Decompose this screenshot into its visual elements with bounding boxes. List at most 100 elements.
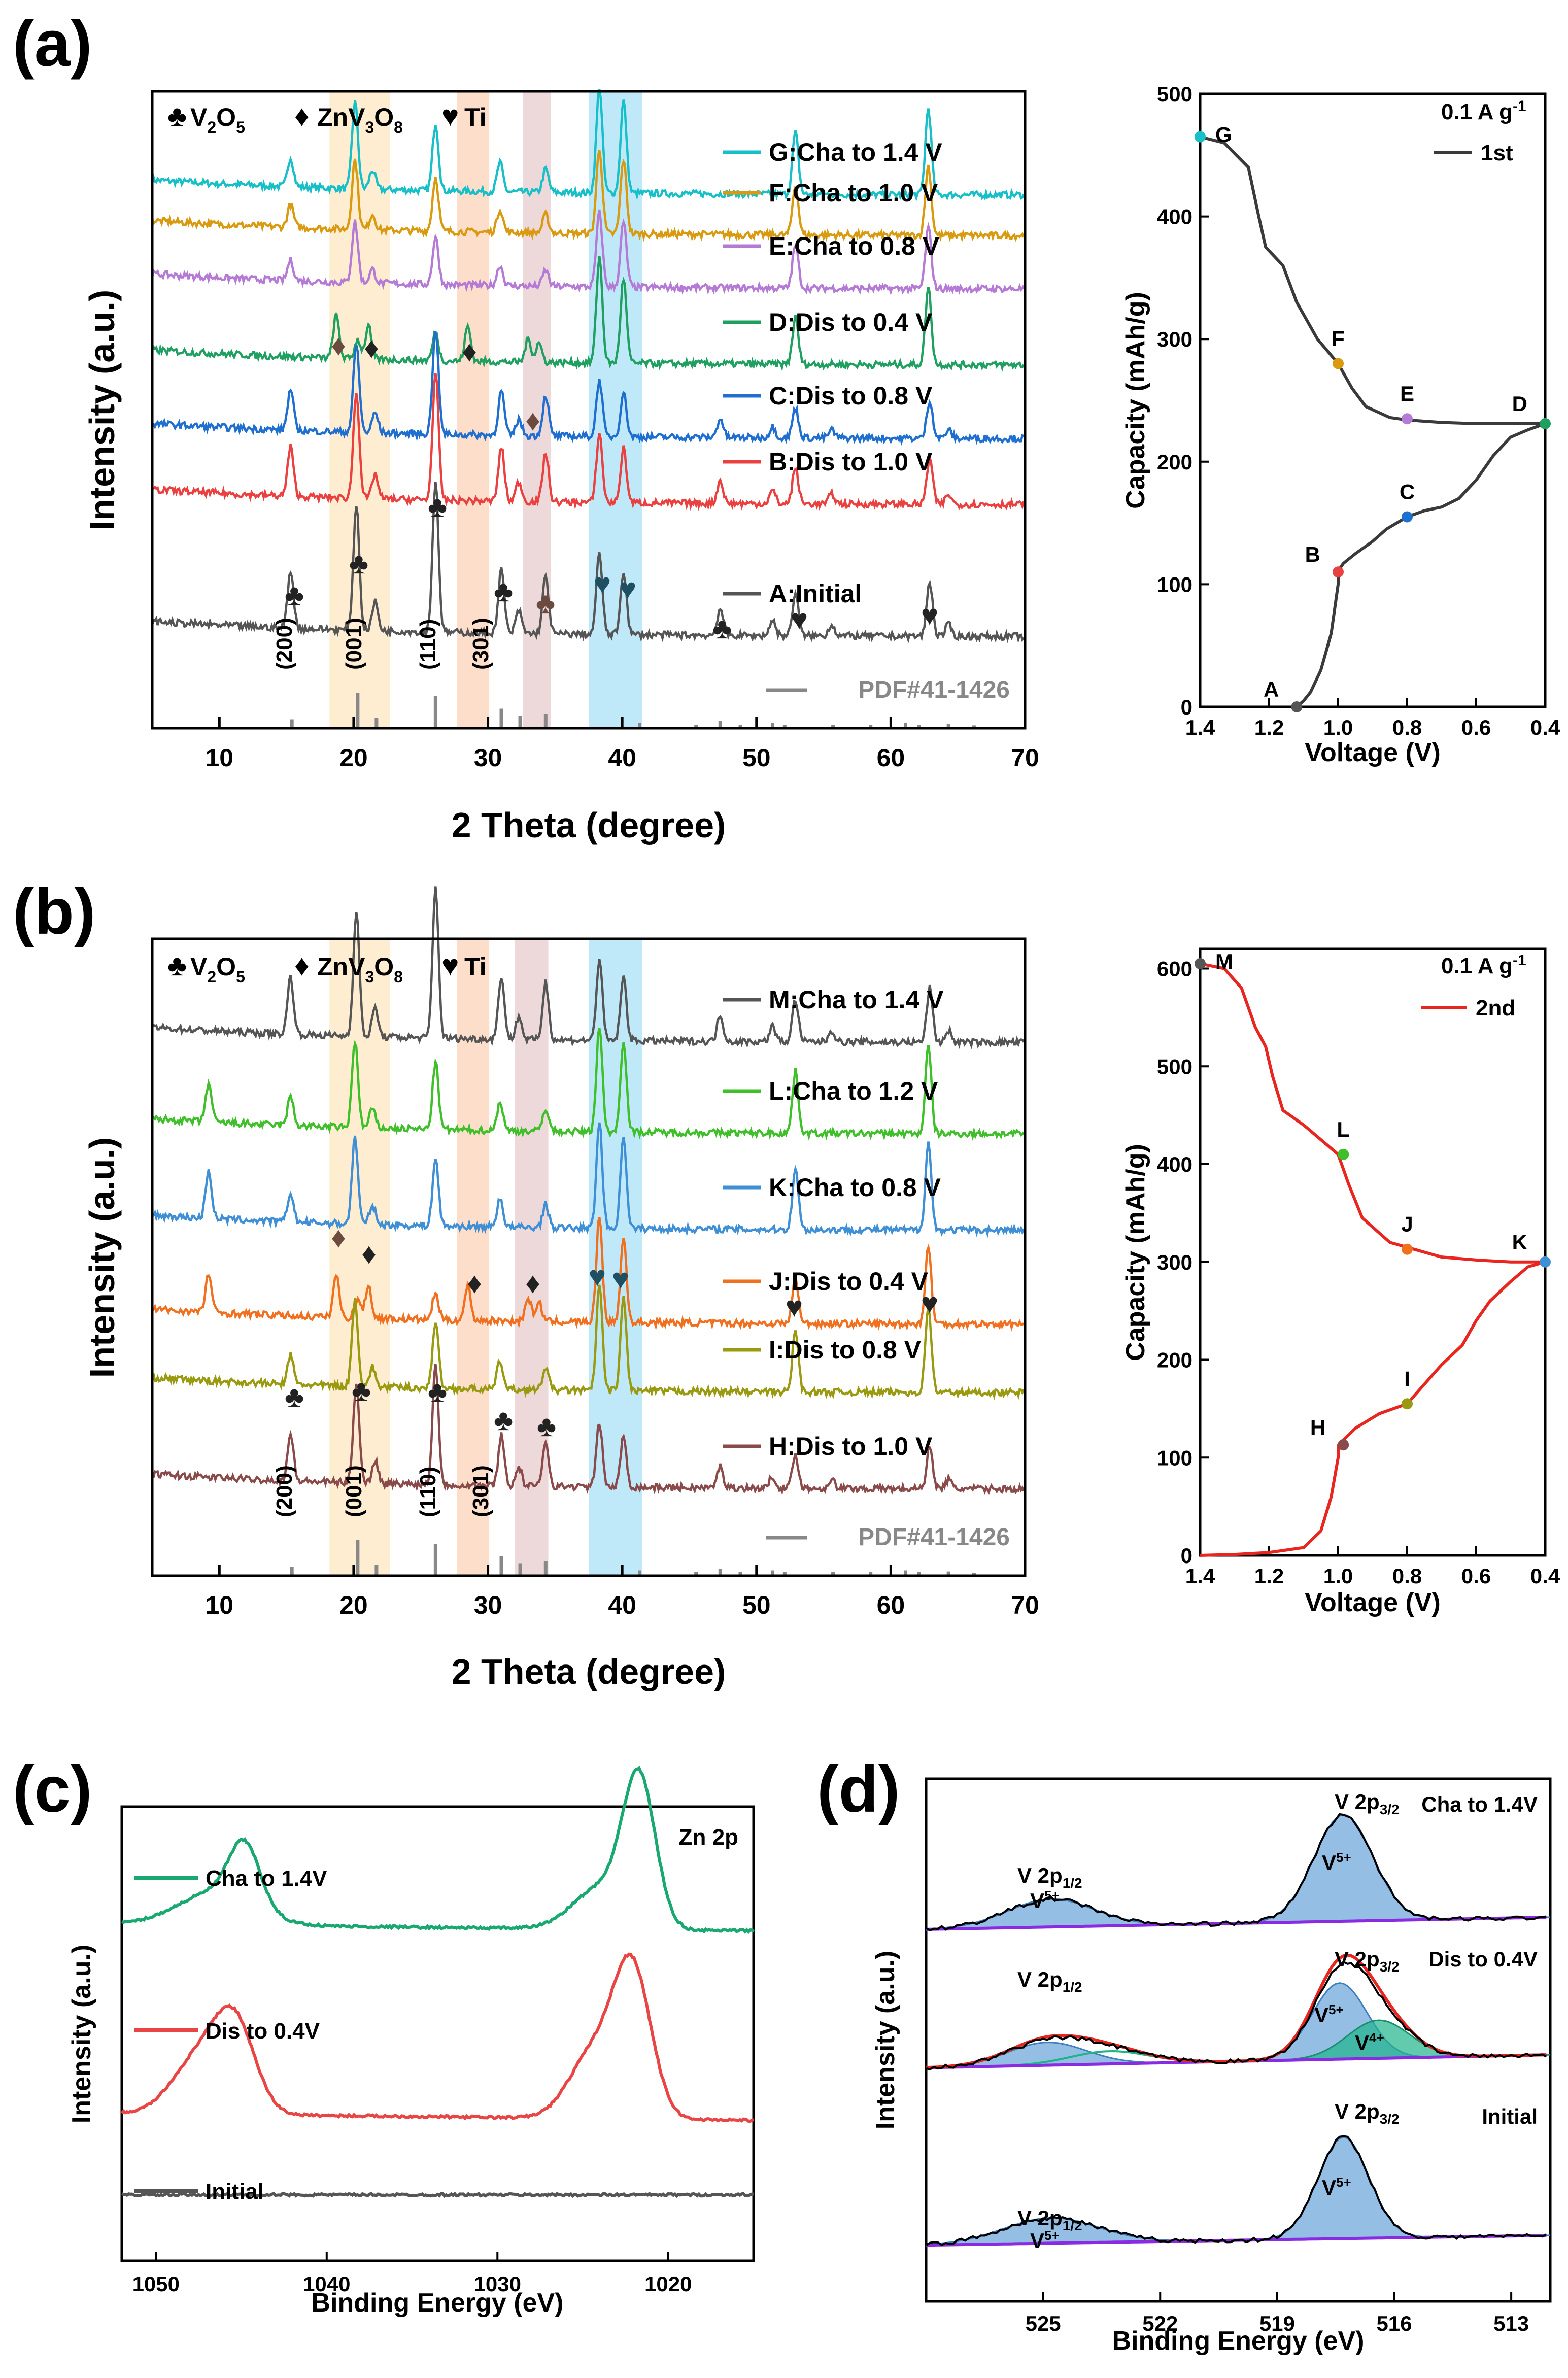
highlight-band [589,91,642,728]
state-point-label: H [1310,1415,1325,1439]
x-tick-label: 1040 [303,2272,350,2296]
plane-301-b: (301) [468,1465,493,1517]
y-tick-label: 300 [1157,1250,1192,1274]
y-tick-label: 100 [1157,1446,1192,1470]
spectrum-label-dis: Dis to 0.4V [1428,1947,1538,1971]
state-points-b: M L J K I H [1195,949,1551,1451]
xps-series-line [120,1952,754,2123]
legend-label: J:Dis to 0.4 V [769,1267,929,1296]
x-tick-label: 522 [1142,2312,1178,2335]
state-point-label: D [1512,392,1527,416]
state-point [1338,1148,1349,1160]
highlight-band [523,91,551,728]
plot-frame-a [151,90,1027,730]
heart-icon: ♥ [441,99,459,132]
state-point [1402,413,1413,425]
x-tick-label: 1.2 [1254,1564,1284,1588]
voltage-capacity-curve-a [1200,135,1546,708]
y-axis-label-a: Intensity (a.u.) [82,290,122,530]
club-icon: ♣ [494,1404,513,1437]
xps-series-line [121,1766,755,1934]
y-tick-label: 500 [1157,82,1192,106]
state-point-label: M [1215,949,1233,973]
cap-legend-title-a: 0.1 A g-1 [1441,98,1526,124]
x-tick-label: 60 [877,743,905,772]
panel-a-label: (a) [13,8,92,80]
state-points-a: G F E D C B A [1195,123,1551,712]
x-tick-label: 50 [742,1591,771,1619]
legend-label: M:Cha to 1.4 V [769,986,944,1014]
state-point-label: C [1400,480,1415,504]
cap-ticks-a: 1.4 1.2 1.0 0.8 0.6 0.4 0 100 200 300 400 500 [1157,82,1560,739]
state-point-label: I [1404,1367,1410,1390]
diamond-icon: ♦ [364,331,379,364]
state-point-label: L [1337,1117,1350,1141]
y-tick-label: 400 [1157,1152,1192,1176]
diamond-icon: ♦ [331,329,346,362]
x-tick-label: 1.4 [1185,1564,1215,1588]
state-point-label: J [1401,1212,1413,1236]
club-icon: ♣ [494,575,513,608]
xrd-series-line [152,1122,1025,1238]
cap-ticks-b: 1.4 1.2 1.0 0.8 0.6 0.4 0 100 200 300 400 500 600 [1157,957,1560,1588]
capacity-plot-b: 1.4 1.2 1.0 0.8 0.6 0.4 0 100 200 300 400 500 600 M L… [1121,947,1560,1617]
club-icon: ♣ [428,490,447,523]
xrd-series-line [152,373,1025,511]
heart-icon: ♥ [786,1290,803,1323]
x-tick-label: 516 [1376,2312,1412,2335]
state-point [1333,358,1344,369]
y-tick-label: 500 [1157,1055,1192,1078]
xrd-series-line [152,331,1025,446]
xrd-series-line [151,209,1025,296]
plane-001-b: (001) [342,1465,366,1517]
x-tick-label: 40 [608,1591,636,1619]
phase-ti-label: Ti [464,953,487,981]
legend-label-cha: Cha to 1.4V [206,1866,327,1891]
heart-icon: ♥ [921,1287,938,1320]
state-point [1338,1439,1349,1451]
y-tick-label: 0 [1181,695,1192,719]
spectrum-label-cha: Cha to 1.4V [1421,1792,1538,1816]
diamond-icon: ♦ [462,335,477,368]
x-axis-label-a: 2 Theta (degree) [452,805,726,845]
cap-legend-entry-a: 1st [1481,141,1513,165]
cap-frame-b [1199,947,1547,1557]
xrd-plot-b: M:Cha to 1.4 V L:Cha to 1.2 V K:Cha to 0.8… [82,886,1039,1691]
heart-icon: ♥ [589,1260,606,1293]
club-icon: ♣ [428,1375,447,1408]
x-tick-label: 1.2 [1254,716,1284,739]
xps-ticks-d: 525 522 519 516 513 [1026,2292,1529,2335]
x-tick-label: 30 [474,743,502,772]
state-point [1402,1243,1413,1255]
club-icon: ♣ [712,612,732,645]
panel-d-label: (d) [817,1753,900,1826]
y-tick-label: 200 [1157,450,1192,474]
y-axis-label-c: Intensity (a.u.) [67,1945,96,2123]
state-label-dis-v4: V4+ [1355,2030,1384,2055]
xps-frame-d [925,1777,1552,2303]
raw-spectrum-line [926,1813,1547,1932]
xps-series-line [121,2191,754,2198]
legend-label-initial: Initial [206,2179,264,2204]
diamond-icon: ♦ [361,1237,377,1270]
xps-ticks-c: 1050 1040 1030 1020 [132,2252,692,2296]
phase-v2o5-label: V2O5 [190,103,245,137]
club-icon: ♣ [349,547,368,580]
x-tick-label: 70 [1011,743,1039,772]
y-tick-label: 300 [1157,327,1192,351]
y-tick-label: 100 [1157,572,1192,596]
reference-label-a: PDF#41-1426 [858,676,1010,703]
x-tick-label: 1.0 [1323,716,1353,739]
heart-icon: ♥ [619,572,636,605]
spectrum-label-initial: Initial [1482,2104,1538,2128]
legend-label: K:Cha to 0.8 V [769,1173,941,1202]
x-tick-label: 1.0 [1323,1564,1353,1588]
highlight-band [457,91,490,728]
state-point-label: G [1215,123,1232,147]
phase-ti-label: Ti [464,103,487,131]
state-label-dis-v5: V5+ [1314,2002,1344,2027]
xrd-series-line [151,256,1025,372]
xps-curves-c [120,1766,755,2198]
x-tick-label: 10 [205,1591,233,1619]
state-label-cha-p32: V5+ [1322,1850,1351,1875]
